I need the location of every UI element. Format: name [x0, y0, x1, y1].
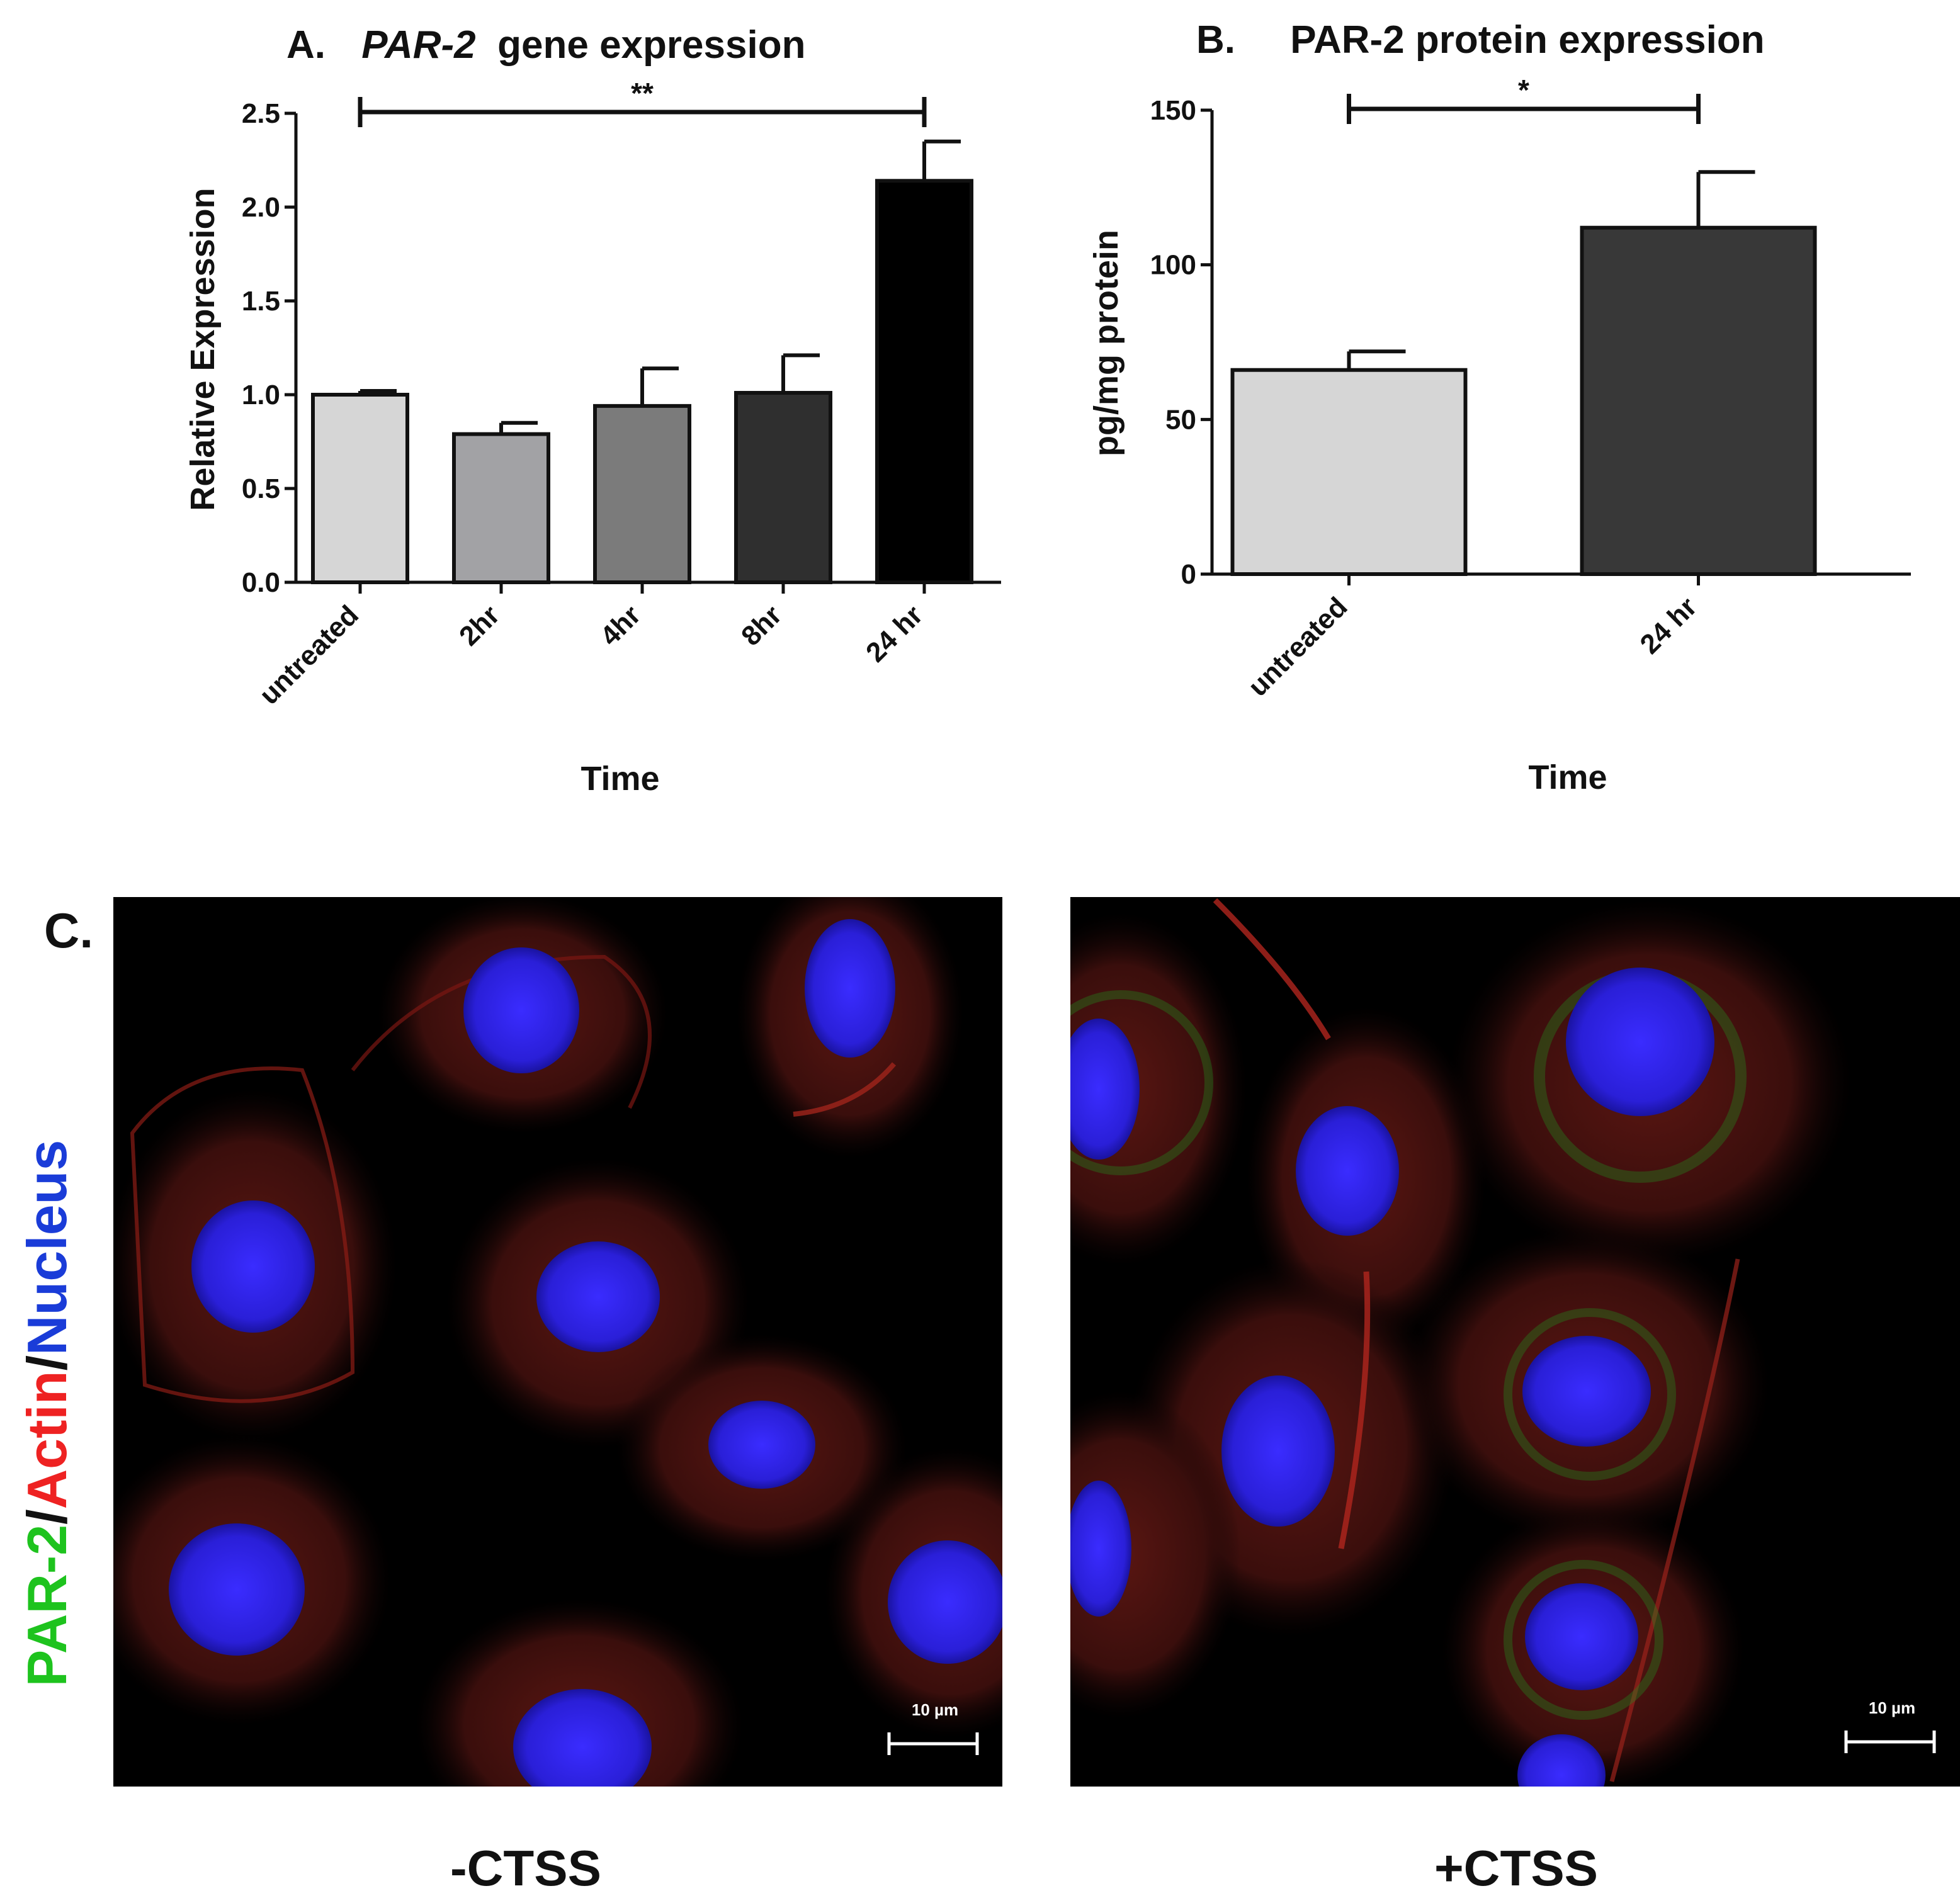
chart-a-xtick-label: 8hr [735, 599, 788, 652]
chart-a-ytick-label: 0.5 [242, 473, 280, 504]
stain-actin-label: Actin [16, 1370, 78, 1509]
panel-c: C. PAR-2/Actin/Nucleus [16, 897, 1960, 1896]
chart-a-ytick-label: 2.0 [242, 192, 280, 223]
chart-panel-a: A. PAR-2 gene expression ** 0.0 0.5 1.0 1.5… [184, 23, 1001, 798]
chart-b-ytick-label: 100 [1150, 250, 1196, 281]
chart-b-ylabel: pg/mg protein [1087, 230, 1125, 456]
chart-panel-b: B. PAR-2 protein expression * 0 50 100 150 u… [1087, 18, 1911, 796]
chart-b-title-text: PAR-2 protein expression [1290, 18, 1764, 62]
stain-separator-1: / [16, 1509, 78, 1524]
chart-a-ytick-label: 1.0 [242, 380, 280, 410]
chart-b-bars [1230, 170, 1817, 576]
chart-b-bar [1230, 368, 1468, 576]
chart-a-bar [452, 432, 550, 585]
chart-a-bars [311, 139, 973, 585]
stain-legend: PAR-2/Actin/Nucleus [16, 1140, 78, 1687]
micrograph-untreated: 10 µm -CTSS [113, 897, 1002, 1896]
chart-a-bar [734, 391, 832, 585]
chart-b-ytick-label: 50 [1165, 404, 1196, 435]
panel-c-letter: C. [44, 903, 93, 958]
chart-a-significance: ** [358, 77, 927, 127]
chart-a-bar [593, 404, 691, 584]
chart-b-xtick-label: 24 hr [1634, 591, 1703, 660]
chart-b-ytick-label: 150 [1150, 95, 1196, 126]
chart-b-title: B. PAR-2 protein expression [1196, 18, 1765, 62]
scale-bar-untreated [887, 1732, 979, 1755]
stain-separator-2: / [16, 1355, 78, 1370]
chart-a-panel-letter: A. [286, 23, 326, 67]
chart-b-panel-letter: B. [1196, 18, 1235, 62]
stain-par2-label: PAR-2 [16, 1525, 78, 1687]
chart-b-significance-label: * [1518, 74, 1529, 106]
chart-a-xtick-label: 2hr [453, 599, 506, 652]
chart-a-ylabel: Relative Expression [184, 188, 222, 511]
micrograph-untreated-cells [113, 897, 1002, 1787]
chart-a-ytick-label: 0.0 [242, 567, 280, 598]
scale-bar-label-untreated: 10 µm [912, 1700, 958, 1719]
micrograph-ctss: 10 µm +CTSS [1070, 897, 1960, 1896]
scale-bar-ctss [1844, 1731, 1936, 1753]
chart-a-xtick-label: 24 hr [860, 599, 929, 668]
chart-a-ytick-label: 1.5 [242, 286, 280, 317]
scale-bar-label-ctss: 10 µm [1869, 1698, 1915, 1717]
micrograph-ctss-cells [1070, 898, 1851, 1787]
chart-a-xtick-label: untreated [254, 599, 365, 710]
condition-label-untreated: -CTSS [450, 1840, 601, 1896]
chart-a-title: A. PAR-2 gene expression [286, 23, 805, 67]
chart-b-xtick-label: untreated [1242, 591, 1353, 702]
chart-a-xtick-label: 4hr [594, 599, 647, 652]
stain-nucleus-label: Nucleus [16, 1140, 78, 1355]
chart-a-title-rest: gene expression [487, 23, 806, 67]
chart-b-ytick-label: 0 [1181, 559, 1196, 590]
chart-b-significance: * [1347, 74, 1701, 124]
chart-a-ytick-label: 2.5 [242, 98, 280, 129]
chart-b-bar [1580, 225, 1817, 576]
chart-b-xlabel: Time [1528, 759, 1607, 796]
chart-a-xlabel: Time [581, 760, 659, 798]
condition-label-ctss: +CTSS [1434, 1840, 1598, 1896]
chart-a-title-gene: PAR-2 [361, 23, 475, 67]
chart-a-bar [311, 393, 409, 584]
chart-a-significance-label: ** [631, 77, 654, 110]
chart-a-bar [875, 179, 973, 584]
